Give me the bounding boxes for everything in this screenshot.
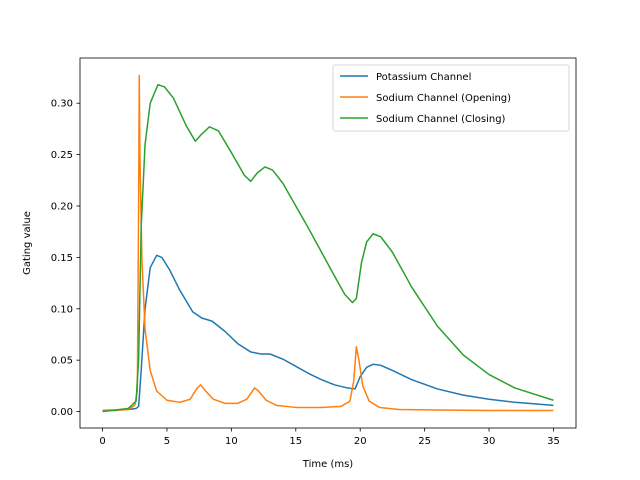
y-tick-label: 0.25: [51, 150, 73, 161]
y-tick-label: 0.30: [51, 99, 73, 110]
axes-frame: [79, 57, 577, 429]
y-tick-label: 0.10: [51, 304, 73, 315]
x-tick-label: 15: [289, 436, 302, 447]
x-tick-label: 0: [99, 436, 105, 447]
x-tick-label: 5: [164, 436, 170, 447]
legend-box: [332, 64, 570, 132]
series-layer: [102, 74, 554, 413]
axes-layer: [79, 57, 577, 429]
legend-label-sodium-closing: Sodium Channel (Closing): [376, 114, 506, 125]
x-tick-label: 25: [418, 436, 431, 447]
y-axis-label: Gating value: [22, 211, 33, 275]
legend-label-potassium: Potassium Channel: [376, 72, 471, 83]
legend: Potassium Channel Sodium Channel (Openin…: [332, 64, 570, 132]
x-tick-label: 35: [547, 436, 560, 447]
x-tick-label: 30: [483, 436, 496, 447]
series-line-1: [102, 74, 554, 412]
x-tick-label: 10: [225, 436, 238, 447]
y-tick-label: 0.15: [51, 253, 73, 264]
y-tick-label: 0.00: [51, 407, 73, 418]
y-tick-label: 0.05: [51, 356, 73, 367]
series-line-2: [102, 83, 554, 413]
x-tick-label: 20: [354, 436, 367, 447]
x-axis-label: Time (ms): [302, 459, 354, 470]
series-line-0: [102, 254, 554, 412]
x-axis-ticks: 0 5 10 15 20 25 30 35: [99, 428, 560, 447]
y-tick-label: 0.20: [51, 202, 73, 213]
legend-label-sodium-opening: Sodium Channel (Opening): [376, 93, 511, 104]
y-axis-ticks: 0.00 0.05 0.10 0.15 0.20 0.25 0.30: [51, 99, 80, 418]
